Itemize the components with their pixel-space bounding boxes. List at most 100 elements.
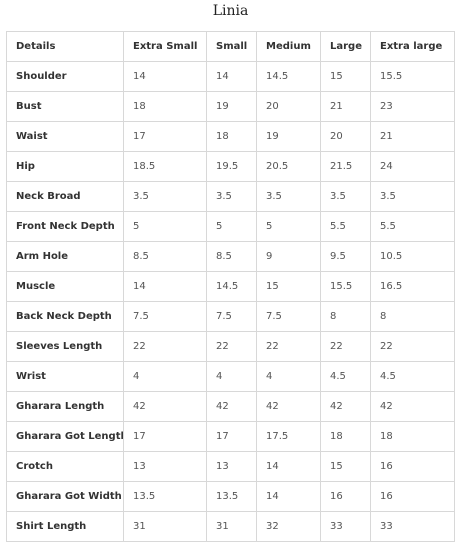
table-cell: 5.5 [370, 211, 455, 242]
table-cell: 3.5 [206, 181, 257, 212]
table-cell: 18 [320, 421, 371, 452]
table-cell: 14 [206, 61, 257, 92]
table-cell: 18 [370, 421, 455, 452]
table-cell: 21 [370, 121, 455, 152]
table-cell: 16 [370, 451, 455, 482]
table-cell: 21.5 [320, 151, 371, 182]
table-cell: 18 [206, 121, 257, 152]
table-cell: 5 [256, 211, 321, 242]
table-row: Arm Hole 8.5 8.5 9 9.5 10.5 [6, 241, 455, 272]
table-cell: 8.5 [206, 241, 257, 272]
table-row: Crotch 13 13 14 15 16 [6, 451, 455, 482]
table-cell: 17 [123, 121, 207, 152]
table-row: Gharara Got Length 17 17 17.5 18 18 [6, 421, 455, 452]
table-cell: 14.5 [206, 271, 257, 302]
table-cell: 42 [206, 391, 257, 422]
table-cell: 42 [256, 391, 321, 422]
table-cell: 19.5 [206, 151, 257, 182]
table-body: Shoulder 14 14 14.5 15 15.5 Bust 18 19 20 21 23 Wais… [6, 61, 455, 542]
table-cell: 3.5 [256, 181, 321, 212]
column-header: Medium [256, 31, 321, 62]
table-cell: 33 [370, 511, 455, 542]
table-cell: 15 [320, 451, 371, 482]
table-cell: 8 [320, 301, 371, 332]
table-cell: 3.5 [123, 181, 207, 212]
row-label: Sleeves Length [6, 331, 124, 362]
table-cell: 3.5 [370, 181, 455, 212]
table-row: Shoulder 14 14 14.5 15 15.5 [6, 61, 455, 92]
row-label: Muscle [6, 271, 124, 302]
table-cell: 5 [123, 211, 207, 242]
row-label: Front Neck Depth [6, 211, 124, 242]
table-cell: 33 [320, 511, 371, 542]
table-cell: 5 [206, 211, 257, 242]
row-label: Crotch [6, 451, 124, 482]
table-cell: 22 [256, 331, 321, 362]
table-cell: 23 [370, 91, 455, 122]
table-cell: 18 [123, 91, 207, 122]
table-cell: 19 [256, 121, 321, 152]
table-cell: 9.5 [320, 241, 371, 272]
table-cell: 31 [123, 511, 207, 542]
table-cell: 7.5 [123, 301, 207, 332]
table-cell: 13 [206, 451, 257, 482]
table-cell: 15.5 [370, 61, 455, 92]
table-row: Wrist 4 4 4 4.5 4.5 [6, 361, 455, 392]
row-label: Hip [6, 151, 124, 182]
table-cell: 8 [370, 301, 455, 332]
row-label: Gharara Got Length [6, 421, 124, 452]
table-cell: 13 [123, 451, 207, 482]
table-cell: 42 [320, 391, 371, 422]
table-cell: 32 [256, 511, 321, 542]
table-cell: 7.5 [256, 301, 321, 332]
table-cell: 17.5 [256, 421, 321, 452]
table-cell: 13.5 [206, 481, 257, 512]
table-row: Muscle 14 14.5 15 15.5 16.5 [6, 271, 455, 302]
table-row: Shirt Length 31 31 32 33 33 [6, 511, 455, 542]
table-cell: 3.5 [320, 181, 371, 212]
table-cell: 42 [370, 391, 455, 422]
column-header: Extra Small [123, 31, 207, 62]
table-cell: 15 [256, 271, 321, 302]
table-cell: 17 [206, 421, 257, 452]
table-cell: 15.5 [320, 271, 371, 302]
table-cell: 16 [320, 481, 371, 512]
table-cell: 10.5 [370, 241, 455, 272]
table-cell: 14 [256, 481, 321, 512]
table-cell: 4 [123, 361, 207, 392]
size-chart-table: Details Extra Small Small Medium Large E… [6, 31, 455, 542]
table-cell: 8.5 [123, 241, 207, 272]
table-cell: 14 [256, 451, 321, 482]
table-row: Front Neck Depth 5 5 5 5.5 5.5 [6, 211, 455, 242]
table-cell: 4.5 [370, 361, 455, 392]
row-label: Back Neck Depth [6, 301, 124, 332]
table-cell: 20 [320, 121, 371, 152]
row-label: Gharara Got Width [6, 481, 124, 512]
table-cell: 4 [206, 361, 257, 392]
table-cell: 19 [206, 91, 257, 122]
table-cell: 15 [320, 61, 371, 92]
page-title: Linia [212, 3, 249, 19]
row-label: Arm Hole [6, 241, 124, 272]
table-cell: 16 [370, 481, 455, 512]
table-cell: 13.5 [123, 481, 207, 512]
column-header: Extra large [370, 31, 455, 62]
table-cell: 24 [370, 151, 455, 182]
table-row: Back Neck Depth 7.5 7.5 7.5 8 8 [6, 301, 455, 332]
table-cell: 9 [256, 241, 321, 272]
table-cell: 42 [123, 391, 207, 422]
table-row: Sleeves Length 22 22 22 22 22 [6, 331, 455, 362]
table-cell: 14 [123, 271, 207, 302]
row-label: Neck Broad [6, 181, 124, 212]
table-row: Gharara Length 42 42 42 42 42 [6, 391, 455, 422]
table-cell: 22 [320, 331, 371, 362]
table-row: Gharara Got Width 13.5 13.5 14 16 16 [6, 481, 455, 512]
table-cell: 20.5 [256, 151, 321, 182]
table-header-row: Details Extra Small Small Medium Large E… [6, 31, 455, 62]
table-cell: 4.5 [320, 361, 371, 392]
column-header: Large [320, 31, 371, 62]
table-cell: 4 [256, 361, 321, 392]
table-cell: 5.5 [320, 211, 371, 242]
table-cell: 22 [123, 331, 207, 362]
row-label: Shoulder [6, 61, 124, 92]
